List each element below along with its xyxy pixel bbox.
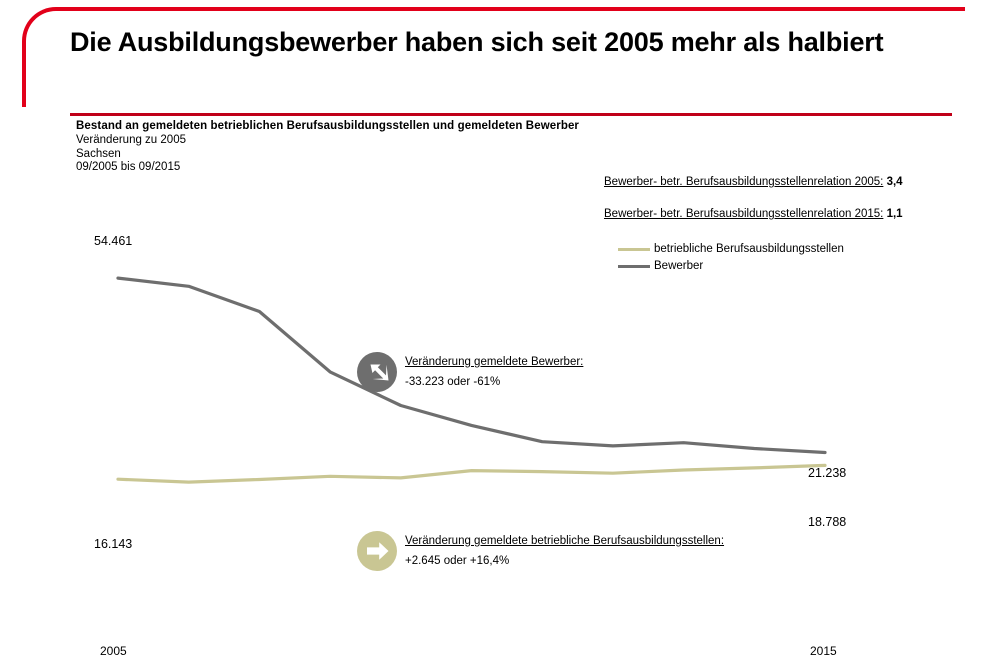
- annotation-stellen-heading: Veränderung gemeldete betriebliche Beruf…: [405, 535, 725, 547]
- annotation-stellen-text: Veränderung gemeldete betriebliche Beruf…: [405, 531, 724, 568]
- legend-item-bewerber: Bewerber: [618, 258, 844, 275]
- subtitle-line-4: 09/2005 bis 09/2015: [76, 161, 181, 174]
- data-label-end-stellen: 18.788: [808, 515, 847, 529]
- legend-label-stellen: betriebliche Berufsausbildungsstellen: [654, 242, 844, 255]
- annotation-bewerber-heading: Veränderung gemeldete Bewerber:: [405, 356, 584, 368]
- arrow-right-icon: [357, 531, 397, 571]
- legend-label-bewerber: Bewerber: [654, 259, 704, 272]
- legend-item-stellen: betriebliche Berufsausbildungsstellen: [618, 241, 844, 258]
- series-line-bewerber: [116, 276, 827, 455]
- chart-legend: betriebliche Berufsausbildungsstellen Be…: [618, 241, 844, 275]
- subtitle-line-1: Bestand an gemeldeten betrieblichen Beru…: [76, 120, 580, 132]
- relation-2015-value: 1,1: [886, 208, 903, 220]
- data-label-start-bewerber: 54.461: [94, 234, 133, 248]
- annotation-stellen: Veränderung gemeldete betriebliche Beruf…: [357, 531, 724, 571]
- subtitle-line-3: Sachsen: [76, 147, 121, 160]
- subtitle-line-2: Veränderung zu 2005: [76, 133, 186, 146]
- x-axis-tick-2015: 2015: [810, 644, 837, 658]
- legend-swatch-bewerber: [618, 265, 650, 268]
- page-title: Die Ausbildungsbewerber haben sich seit …: [70, 27, 884, 57]
- relation-note-2015: Bewerber- betr. Berufsausbildungsstellen…: [604, 208, 903, 220]
- data-label-end-bewerber: 21.238: [808, 466, 847, 480]
- data-label-start-stellen: 16.143: [94, 537, 133, 551]
- legend-swatch-stellen: [618, 248, 650, 251]
- relation-note-2005: Bewerber- betr. Berufsausbildungsstellen…: [604, 176, 903, 188]
- relation-2015-label: Bewerber- betr. Berufsausbildungsstellen…: [604, 208, 884, 220]
- annotation-bewerber-value: -33.223 oder -61%: [405, 375, 501, 388]
- arrow-down-right-icon: [357, 352, 397, 392]
- annotation-stellen-value: +2.645 oder +16,4%: [405, 554, 510, 567]
- x-axis-tick-2005: 2005: [100, 644, 127, 658]
- chart-subtitle-block: Bestand an gemeldeten betrieblichen Beru…: [76, 120, 696, 175]
- relation-2005-label: Bewerber- betr. Berufsausbildungsstellen…: [604, 176, 884, 188]
- red-horizontal-rule: [70, 113, 952, 116]
- annotation-bewerber-text: Veränderung gemeldete Bewerber: -33.223 …: [405, 352, 583, 389]
- annotation-bewerber: Veränderung gemeldete Bewerber: -33.223 …: [357, 352, 583, 392]
- relation-2005-value: 3,4: [886, 176, 903, 188]
- series-line-stellen: [116, 463, 827, 484]
